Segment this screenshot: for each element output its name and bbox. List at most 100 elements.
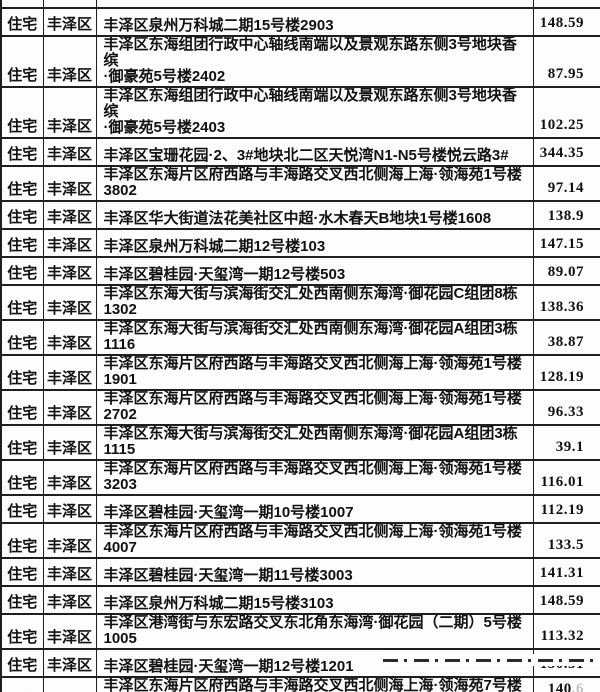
area-cell: 148.59 [532,7,600,37]
district-cell: 丰泽区 [42,354,97,391]
district-cell: 丰泽区 [42,522,97,559]
table-row: 住宅 丰泽区 丰泽区东海片区府西路与丰海路交叉西北侧海上海·领海苑1号楼 3203 1… [0,459,600,496]
area-cell: 89.07 [532,256,600,286]
area-cell: 138.36 [532,284,600,321]
table-row: 住宅 丰泽区 丰泽区东海片区府西路与丰海路交叉西北侧海上海·领海苑1号楼 4007 1… [0,522,600,559]
use-cell: 住宅 [0,459,44,496]
district-cell: 丰泽区 [42,319,97,356]
table-row: 住宅 丰泽区 丰泽区泉州万科城二期15号楼3103 148.59 [0,585,600,615]
address-cell: 丰泽区碧桂园·天玺湾一期10号楼1007 [95,494,534,524]
area-cell: 113.32 [532,613,600,650]
district-cell: 丰泽区 [42,35,97,88]
area-cell [532,0,600,9]
district-cell: 丰泽区 [42,137,97,167]
use-cell: 住宅 [0,256,44,286]
use-cell: 住宅 [0,35,44,88]
district-cell: 丰泽区 [42,648,97,678]
address-cell: 丰泽区碧桂园·天玺湾一期12号楼503 [95,256,534,286]
use-cell: 住宅 [0,284,44,321]
table-row: 住宅 丰泽区 丰泽区泉州万科城二期12号楼103 147.15 [0,228,600,258]
address-cell: 丰泽区东海片区府西路与丰海路交叉西北侧海上海·领海苑1号楼 2702 [95,389,534,426]
use-cell: 住宅 [0,165,44,202]
district-cell: 丰泽区 [42,200,97,230]
district-cell: 丰泽区 [42,7,97,37]
district-cell: 丰泽区 [42,256,97,286]
area-cell: 128.19 [532,354,600,391]
use-cell: 住宅 [0,585,44,615]
address-cell: 丰泽区东海片区府西路与丰海路交叉西北侧海上海·领海苑1号楼 1901 [95,354,534,391]
district-cell: 丰泽区 [42,494,97,524]
address-cell: 丰泽区泉州万科城二期15号楼2903 [95,7,534,37]
use-cell: 住宅 [0,424,44,461]
district-cell: 丰泽区 [42,459,97,496]
area-cell: 39.1 [532,424,600,461]
use-cell: 住宅 [0,228,44,258]
use-cell: 住宅 [0,557,44,587]
area-cell: 140.6 [532,676,600,692]
district-cell: 丰泽区 [42,424,97,461]
table-row: 住宅 丰泽区 丰泽区东海大街与滨海街交汇处西南侧东海湾·御花园C组团8栋 1302 1… [0,284,600,321]
use-cell: 住宅 [0,648,44,678]
table-row: 住宅 丰泽区 丰泽区港湾街与东宏路交叉东北角东海湾·御花园（二期）5号楼 1005 1… [0,613,600,650]
use-cell: 住宅 [0,7,44,37]
area-cell: 96.33 [532,389,600,426]
table-row: 住宅 丰泽区 丰泽区东海大街与滨海街交汇处西南侧东海湾·御花园A组团3栋 1115 3… [0,424,600,461]
area-cell: 138.9 [532,200,600,230]
district-cell: 丰泽区 [42,228,97,258]
address-cell: 丰泽区碧桂园·天玺湾一期11号楼3003 [95,557,534,587]
table-row: 住宅 丰泽区 丰泽区华大街道法花美社区中超·水木春天B地块1号楼1608 138.9 [0,200,600,230]
table-row: 住宅 丰泽区 丰泽区碧桂园·天玺湾一期12号楼503 89.07 [0,256,600,286]
area-cell: 87.95 [532,35,600,88]
dash-dot-line [383,659,600,662]
area-cell: 116.01 [532,459,600,496]
district-cell: 丰泽区 [42,389,97,426]
use-cell: 住宅 [0,354,44,391]
table-row: 住宅 丰泽区 丰泽区泉州万科城二期15号楼2903 148.59 [0,7,600,37]
use-cell [0,0,44,9]
clipped-top-row [0,0,600,9]
district-cell: 丰泽区 [42,284,97,321]
area-cell: 102.25 [532,86,600,139]
use-cell: 住宅 [0,389,44,426]
address-cell: 丰泽区东海片区府西路与丰海路交叉西北侧海上海·领海苑1号楼 3203 [95,459,534,496]
district-cell: 丰泽区 [42,557,97,587]
address-cell: 丰泽区东海片区府西路与丰海路交叉西北侧海上海·领海苑7号楼 2603 [95,676,534,692]
table-row: 住宅 丰泽区 丰泽区碧桂园·天玺湾一期11号楼3003 141.31 [0,557,600,587]
area-cell: 148.59 [532,585,600,615]
use-cell: 住宅 [0,522,44,559]
table-row: 住宅 丰泽区 丰泽区碧桂园·天玺湾一期10号楼1007 112.19 [0,494,600,524]
address-cell: 丰泽区泉州万科城二期15号楼3103 [95,585,534,615]
district-cell: 丰泽区 [42,613,97,650]
use-cell: 住宅 [0,613,44,650]
table-row: 住宅 丰泽区 丰泽区东海片区府西路与丰海路交叉西北侧海上海·领海苑1号楼 1901 1… [0,354,600,391]
table-row: 住宅 丰泽区 丰泽区东海片区府西路与丰海路交叉西北侧海上海·领海苑1号楼 2702 9… [0,389,600,426]
area-cell: 38.87 [532,319,600,356]
district-cell: 丰泽区 [42,165,97,202]
address-cell: 丰泽区东海大街与滨海街交汇处西南侧东海湾·御花园A组团3栋 1115 [95,424,534,461]
address-cell: 丰泽区东海组团行政中心轴线南端以及景观东路东侧3号地块香缤 ·御豪苑5号楼240… [95,35,534,88]
use-cell: 住宅 [0,676,44,692]
address-cell: 丰泽区泉州万科城二期12号楼103 [95,228,534,258]
use-cell: 住宅 [0,319,44,356]
address-cell: 丰泽区东海片区府西路与丰海路交叉西北侧海上海·领海苑1号楼 4007 [95,522,534,559]
use-cell: 住宅 [0,200,44,230]
address-cell: 丰泽区东海大街与滨海街交汇处西南侧东海湾·御花园A组团3栋 1116 [95,319,534,356]
district-cell [42,0,97,9]
area-cell: 133.5 [532,522,600,559]
address-cell: 丰泽区东海大街与滨海街交汇处西南侧东海湾·御花园C组团8栋 1302 [95,284,534,321]
district-cell: 丰泽区 [42,585,97,615]
redaction-watermark-band [383,654,600,666]
address-cell: 丰泽区宝珊花园·2、3#地块北二区天悦湾N1-N5号楼悦云路3# [95,137,534,167]
table-row: 住宅 丰泽区 丰泽区东海组团行政中心轴线南端以及景观东路东侧3号地块香缤 ·御豪苑5… [0,86,600,139]
address-cell: 丰泽区东海组团行政中心轴线南端以及景观东路东侧3号地块香缤 ·御豪苑5号楼240… [95,86,534,139]
address-cell: 丰泽区东海片区府西路与丰海路交叉西北侧海上海·领海苑1号楼 3802 [95,165,534,202]
area-cell: 147.15 [532,228,600,258]
area-cell: 344.35 [532,137,600,167]
table-row: 住宅 丰泽区 丰泽区宝珊花园·2、3#地块北二区天悦湾N1-N5号楼悦云路3# 344… [0,137,600,167]
area-cell: 141.31 [532,557,600,587]
use-cell: 住宅 [0,494,44,524]
